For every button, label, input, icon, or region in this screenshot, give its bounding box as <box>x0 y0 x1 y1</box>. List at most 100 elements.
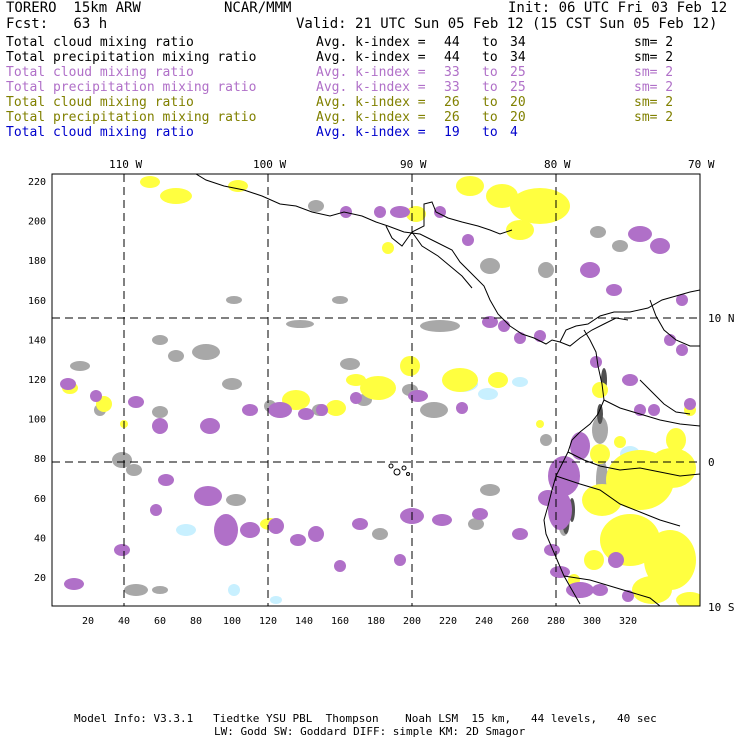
gray-cloud-area <box>126 464 142 476</box>
purple-cloud-area <box>408 390 428 402</box>
coastlines <box>195 174 700 606</box>
gray-cloud-area <box>372 528 388 540</box>
gray-cloud-area <box>420 320 460 332</box>
legend-to-word: to <box>482 110 498 125</box>
x-tick-label: 200 <box>403 616 421 627</box>
legend-field: Total precipitation mixing ratio <box>6 80 257 95</box>
legend-avg: Avg. k-index = <box>316 95 426 110</box>
legend-sm: sm= 2 <box>634 65 674 80</box>
yellow-cloud-area <box>590 444 610 464</box>
yellow-cloud-area <box>582 484 622 516</box>
valid-time: Valid: 21 UTC Sun 05 Feb 12 (15 CST Sun … <box>296 16 718 32</box>
dark-cloud-area <box>597 404 603 424</box>
x-tick-label: 180 <box>367 616 385 627</box>
legend-to: 34 <box>510 35 526 50</box>
lat-label-10s: 10 S <box>708 601 735 614</box>
purple-cloud-area <box>512 528 528 540</box>
yellow-cloud-area <box>510 188 570 224</box>
yellow-cloud-area <box>666 428 686 452</box>
gray-cloud-area <box>152 335 168 345</box>
gray-cloud-area <box>226 296 242 304</box>
x-tick-label: 300 <box>583 616 601 627</box>
light-blue-area <box>512 377 528 387</box>
y-tick-label: 20 <box>34 573 46 584</box>
y-tick-label: 180 <box>28 256 46 267</box>
gray-cloud-area <box>124 584 148 596</box>
purple-cloud-area <box>534 330 546 342</box>
gray-cloud-area <box>168 350 184 362</box>
yellow-cloud-area <box>406 206 426 222</box>
light-blue-area <box>228 584 240 596</box>
lat-label-10n: 10 N <box>708 312 735 325</box>
legend-avg: Avg. k-index = <box>316 125 426 140</box>
yellow-cloud-area <box>346 374 366 386</box>
legend-field: Total cloud mixing ratio <box>6 65 194 80</box>
y-tick-label: 200 <box>28 217 46 228</box>
light-blue-area <box>270 596 282 604</box>
purple-cloud-area <box>664 334 676 346</box>
purple-cloud-area <box>472 508 488 520</box>
purple-cloud-area <box>334 560 346 572</box>
purple-cloud-area <box>606 284 622 296</box>
purple-cloud-area <box>622 590 634 602</box>
axis-ticks: 20 40 60 80 100 120 140 160 180 200 220 240 260 280 30… <box>28 177 637 627</box>
lon-label-80w: 80 W <box>544 158 571 171</box>
yellow-cloud-area <box>536 420 544 428</box>
legend-to-word: to <box>482 65 498 80</box>
purple-cloud-area <box>316 404 328 416</box>
yellow-cloud-area <box>632 576 672 604</box>
legend-to-word: to <box>482 35 498 50</box>
y-tick-label: 100 <box>28 415 46 426</box>
lat-lon-grid <box>52 174 700 606</box>
legend-field: Total precipitation mixing ratio <box>6 50 257 65</box>
lon-label-90w: 90 W <box>400 158 427 171</box>
legend-avg: Avg. k-index = <box>316 35 426 50</box>
yellow-cloud-area <box>488 372 508 388</box>
purple-cloud-area <box>128 396 144 408</box>
y-tick-label: 220 <box>28 177 46 188</box>
x-tick-label: 260 <box>511 616 529 627</box>
purple-cloud-area <box>268 518 284 534</box>
yellow-cloud-area <box>592 382 608 398</box>
purple-cloud-area <box>498 320 510 332</box>
organization: NCAR/MMM <box>224 0 292 16</box>
purple-cloud-area <box>152 418 168 434</box>
lon-label-100w: 100 W <box>253 158 287 171</box>
model-name: TORERO 15km ARW <box>6 0 141 16</box>
gray-cloud-area <box>612 240 628 252</box>
y-tick-label: 160 <box>28 296 46 307</box>
x-tick-label: 240 <box>475 616 493 627</box>
legend-sm: sm= 2 <box>634 80 674 95</box>
purple-cloud-area <box>608 552 624 568</box>
legend-from: 19 <box>444 125 460 140</box>
legend-avg: Avg. k-index = <box>316 65 426 80</box>
legend-field: Total cloud mixing ratio <box>6 95 194 110</box>
legend-to: 20 <box>510 110 526 125</box>
purple-cloud-area <box>590 356 602 368</box>
legend-to-word: to <box>482 50 498 65</box>
yellow-cloud-area <box>584 550 604 570</box>
model-info: Model Info: V3.3.1 Tiedtke YSU PBL Thomp… <box>74 712 657 725</box>
purple-cloud-area <box>390 206 410 218</box>
cloud-fields <box>60 176 700 606</box>
gray-cloud-area <box>152 586 168 594</box>
purple-cloud-area <box>242 404 258 416</box>
legend-from: 26 <box>444 110 460 125</box>
yellow-cloud-area <box>614 436 626 448</box>
purple-cloud-area <box>200 418 220 434</box>
purple-cloud-area <box>374 206 386 218</box>
y-tick-label: 60 <box>34 494 46 505</box>
purple-cloud-area <box>350 392 362 404</box>
gray-cloud-area <box>468 518 484 530</box>
lat-label-0: 0 <box>708 456 715 469</box>
purple-cloud-area <box>650 238 670 254</box>
legend-field: Total cloud mixing ratio <box>6 35 194 50</box>
x-tick-label: 100 <box>223 616 241 627</box>
light-blue-area <box>478 388 498 400</box>
yellow-cloud-area <box>486 184 518 208</box>
yellow-cloud-area <box>676 592 700 606</box>
purple-cloud-area <box>684 398 696 410</box>
purple-cloud-area <box>240 522 260 538</box>
legend-avg: Avg. k-index = <box>316 50 426 65</box>
